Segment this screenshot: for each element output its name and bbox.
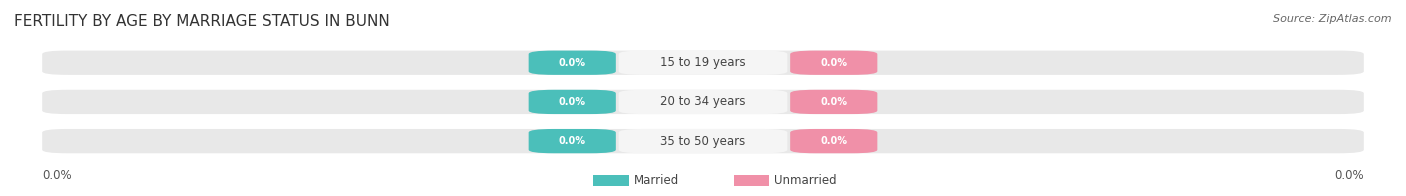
- FancyBboxPatch shape: [42, 51, 1364, 75]
- Text: Unmarried: Unmarried: [775, 174, 837, 187]
- Text: 35 to 50 years: 35 to 50 years: [661, 135, 745, 148]
- Text: 20 to 34 years: 20 to 34 years: [661, 95, 745, 108]
- FancyBboxPatch shape: [42, 90, 1364, 114]
- Text: 0.0%: 0.0%: [820, 58, 848, 68]
- Text: 0.0%: 0.0%: [820, 97, 848, 107]
- FancyBboxPatch shape: [619, 129, 787, 153]
- FancyBboxPatch shape: [790, 90, 877, 114]
- FancyBboxPatch shape: [529, 129, 616, 153]
- Text: FERTILITY BY AGE BY MARRIAGE STATUS IN BUNN: FERTILITY BY AGE BY MARRIAGE STATUS IN B…: [14, 14, 389, 29]
- FancyBboxPatch shape: [593, 175, 628, 186]
- FancyBboxPatch shape: [790, 129, 877, 153]
- Text: 0.0%: 0.0%: [820, 136, 848, 146]
- Text: Source: ZipAtlas.com: Source: ZipAtlas.com: [1274, 14, 1392, 24]
- FancyBboxPatch shape: [734, 175, 769, 186]
- Text: 0.0%: 0.0%: [1334, 169, 1364, 181]
- Text: 15 to 19 years: 15 to 19 years: [661, 56, 745, 69]
- Text: 0.0%: 0.0%: [558, 58, 586, 68]
- FancyBboxPatch shape: [619, 90, 787, 114]
- Text: 0.0%: 0.0%: [42, 169, 72, 181]
- FancyBboxPatch shape: [42, 129, 1364, 153]
- FancyBboxPatch shape: [529, 51, 616, 75]
- FancyBboxPatch shape: [790, 51, 877, 75]
- FancyBboxPatch shape: [529, 90, 616, 114]
- Text: 0.0%: 0.0%: [558, 97, 586, 107]
- FancyBboxPatch shape: [619, 51, 787, 75]
- Text: Married: Married: [634, 174, 679, 187]
- Text: 0.0%: 0.0%: [558, 136, 586, 146]
